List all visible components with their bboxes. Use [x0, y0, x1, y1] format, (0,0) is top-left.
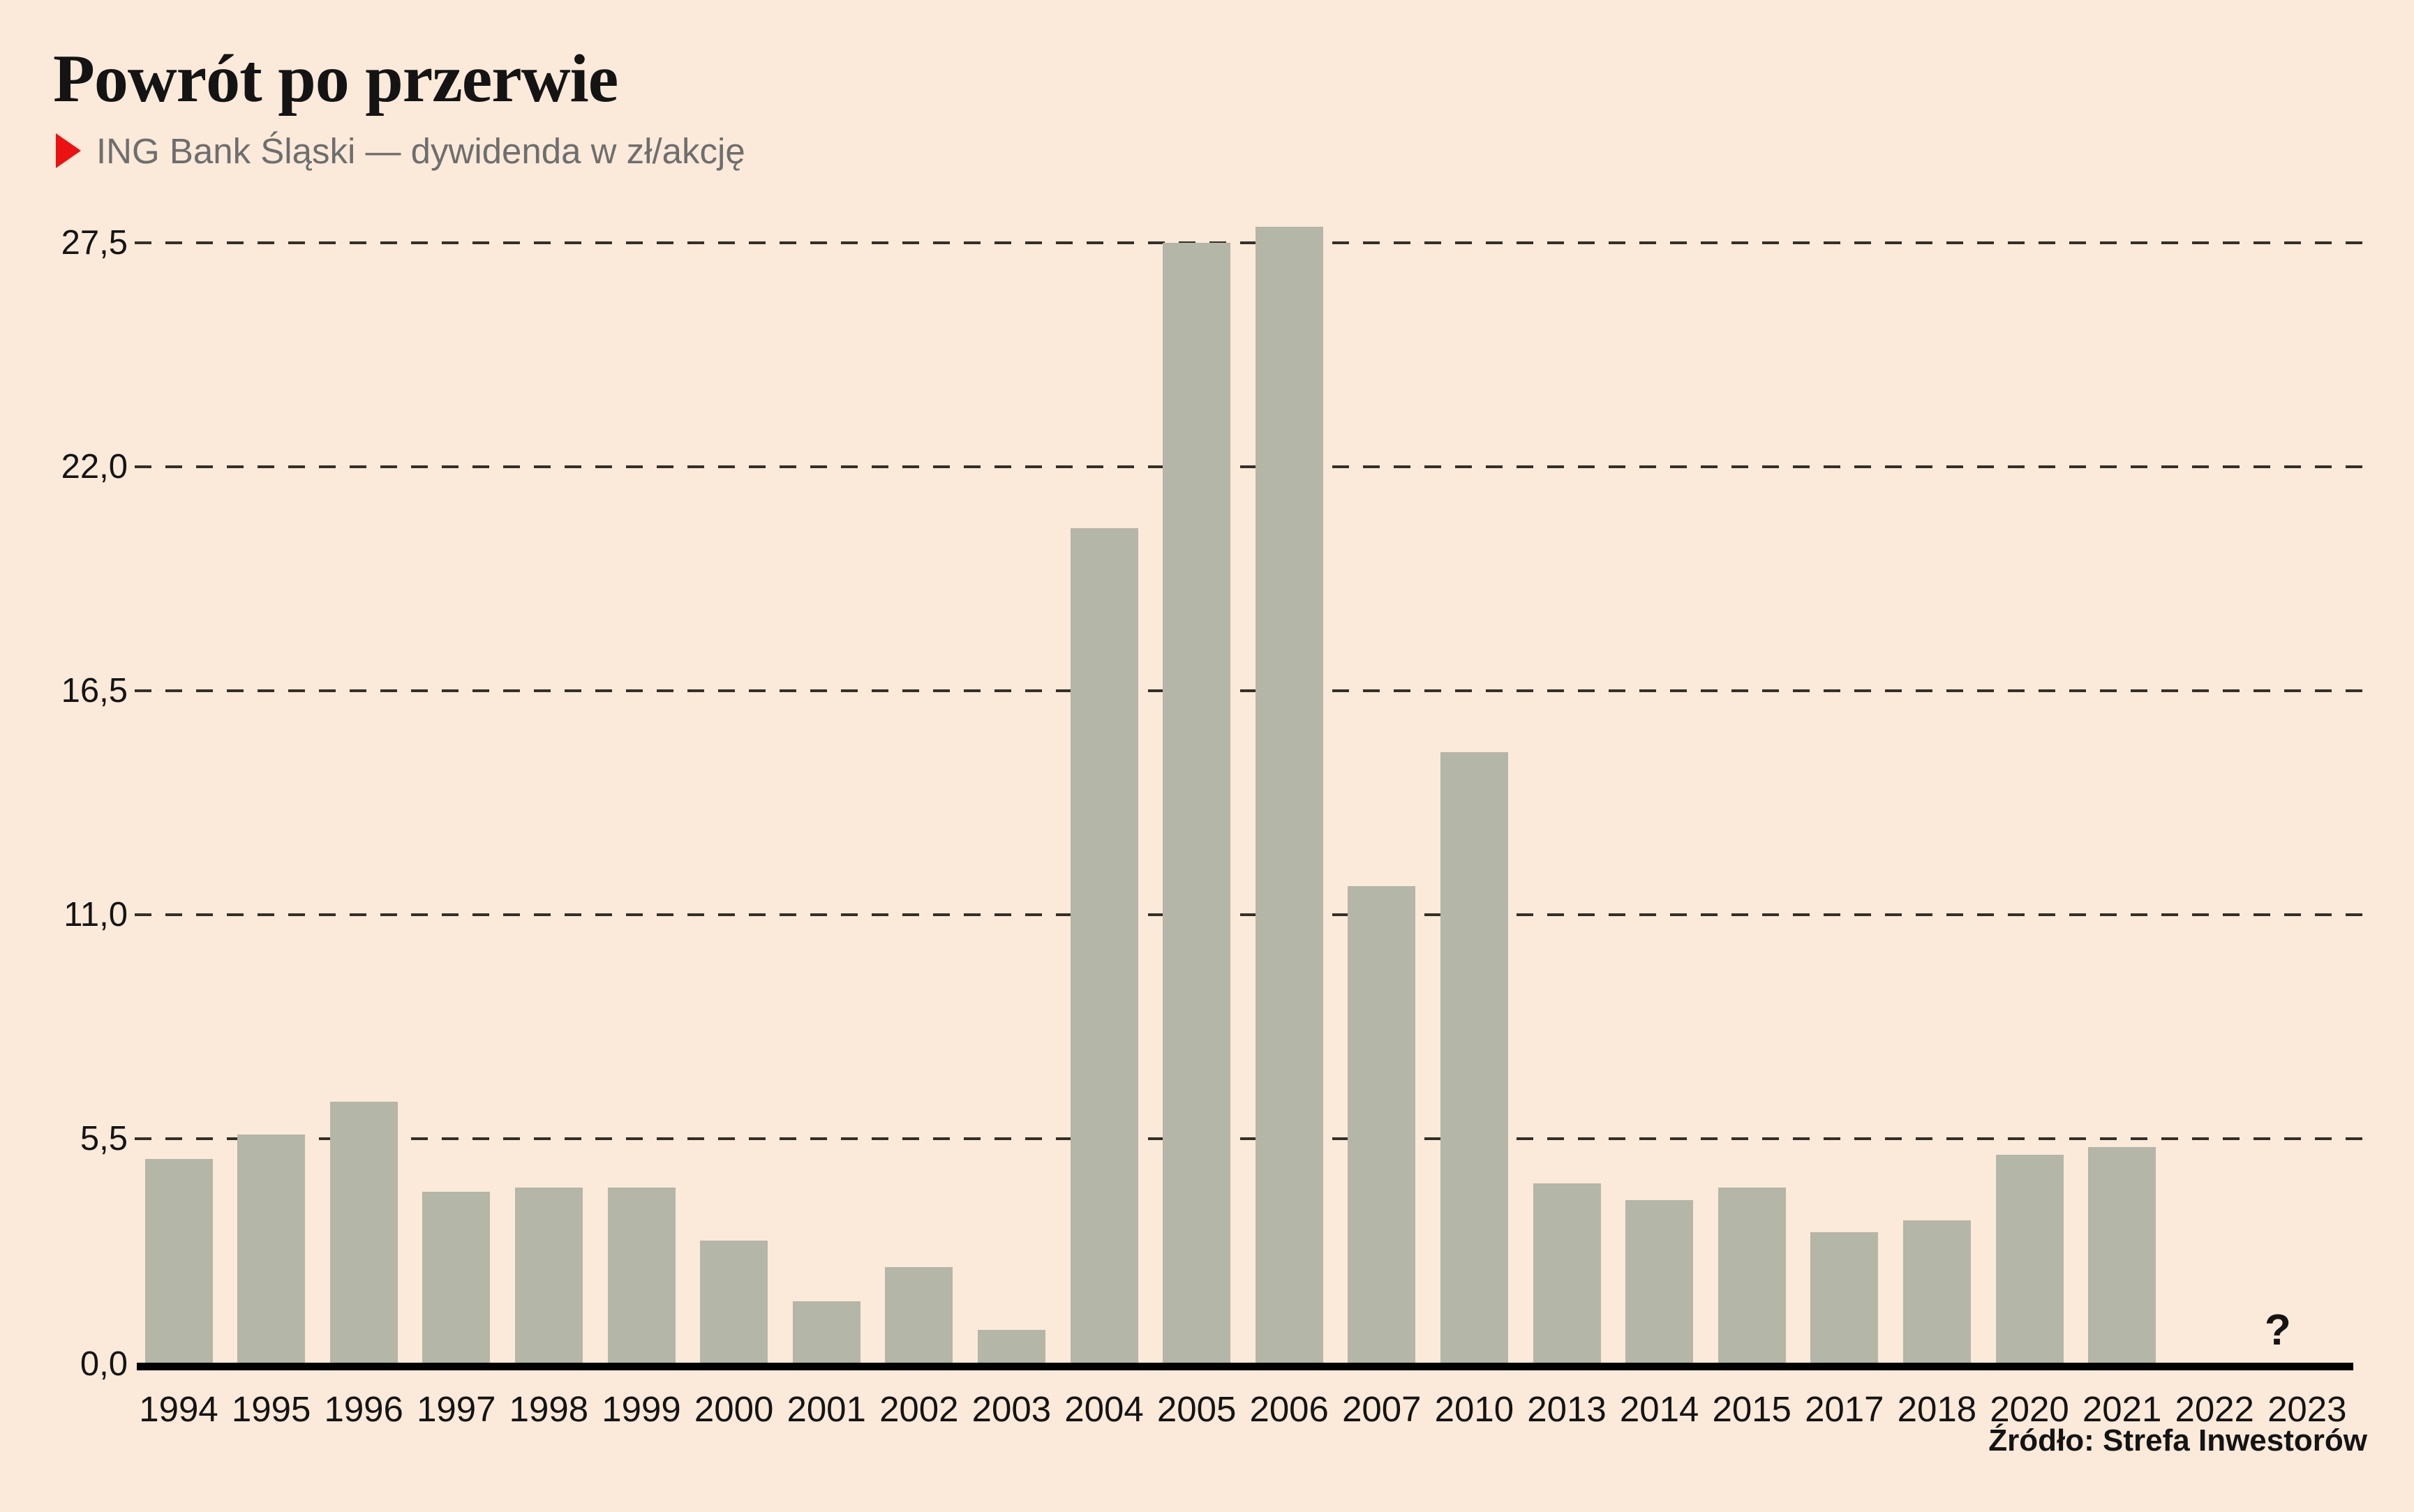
gridline — [135, 913, 2366, 917]
x-axis-tick-label: 2017 — [1805, 1389, 1884, 1429]
bar — [1070, 527, 1138, 1363]
bar — [1440, 751, 1508, 1363]
bar — [792, 1301, 860, 1363]
bar — [1255, 226, 1323, 1363]
y-axis-tick-label: 22,0 — [61, 448, 128, 486]
red-triangle-marker-icon — [56, 133, 81, 168]
bar — [700, 1240, 768, 1363]
x-axis-tick-label: 1998 — [509, 1389, 589, 1429]
x-axis-tick-label: 1994 — [139, 1389, 218, 1429]
x-axis-tick-label: 2006 — [1249, 1389, 1329, 1429]
x-axis-tick-label: 2021 — [2082, 1389, 2162, 1429]
x-axis-tick-label: 1996 — [324, 1389, 403, 1429]
bar — [885, 1266, 953, 1363]
x-axis-tick-label: 2014 — [1619, 1389, 1699, 1429]
gridline — [135, 241, 2366, 245]
bar — [1810, 1232, 1879, 1363]
x-axis-line — [137, 1363, 2353, 1370]
bar — [607, 1188, 676, 1363]
x-axis-tick-label: 2010 — [1434, 1389, 1514, 1429]
question-mark-annotation: ? — [2264, 1306, 2291, 1354]
x-axis-tick-label: 2002 — [879, 1389, 959, 1429]
x-axis-tick-label: 1995 — [231, 1389, 311, 1429]
x-axis-tick-label: 2003 — [971, 1389, 1052, 1429]
x-axis-tick-label: 2022 — [2175, 1389, 2254, 1429]
bar — [1163, 243, 1231, 1363]
y-axis-tick-label: 0,0 — [80, 1345, 128, 1383]
source-caption: Źródło: Strefa Inwestorów — [1988, 1423, 2367, 1458]
x-axis-tick-label: 2015 — [1712, 1389, 1791, 1429]
chart-subtitle: ING Bank Śląski — dywidenda w zł/akcję — [96, 130, 745, 171]
bar — [977, 1330, 1045, 1363]
bar — [144, 1159, 213, 1363]
bar — [237, 1135, 306, 1363]
bar — [2088, 1146, 2156, 1363]
bar — [1625, 1199, 1694, 1363]
bar — [1995, 1155, 2064, 1363]
x-axis-tick-label: 2023 — [2267, 1389, 2347, 1429]
bar — [1348, 886, 1416, 1363]
bar — [1533, 1183, 1601, 1363]
bar — [514, 1188, 583, 1363]
x-axis-tick-label: 2001 — [787, 1389, 866, 1429]
chart-subtitle-row: ING Bank Śląski — dywidenda w zł/akcję — [56, 130, 745, 172]
y-axis-tick-label: 11,0 — [64, 896, 128, 934]
x-axis-tick-label: 2000 — [694, 1389, 774, 1429]
x-axis-tick-label: 2004 — [1064, 1389, 1144, 1429]
bar — [329, 1102, 398, 1363]
x-axis-tick-label: 1999 — [602, 1389, 681, 1429]
bar — [422, 1191, 491, 1363]
chart-title: Powrót po przerwie — [53, 41, 618, 117]
x-axis-tick-label: 2013 — [1527, 1389, 1607, 1429]
bar — [1902, 1220, 1971, 1363]
gridline — [135, 1137, 2366, 1141]
x-axis-tick-label: 2020 — [1990, 1389, 2069, 1429]
x-axis-tick-label: 2007 — [1342, 1389, 1422, 1429]
y-axis-tick-label: 16,5 — [61, 672, 128, 710]
y-axis-tick-label: 5,5 — [80, 1120, 128, 1158]
gridline — [135, 689, 2366, 693]
x-axis-tick-label: 2005 — [1156, 1389, 1237, 1429]
gridline — [135, 465, 2366, 469]
x-axis-tick-label: 1997 — [417, 1389, 496, 1429]
x-axis-tick-label: 2018 — [1897, 1389, 1977, 1429]
bar — [1718, 1188, 1786, 1363]
y-axis-tick-label: 27,5 — [61, 224, 128, 262]
